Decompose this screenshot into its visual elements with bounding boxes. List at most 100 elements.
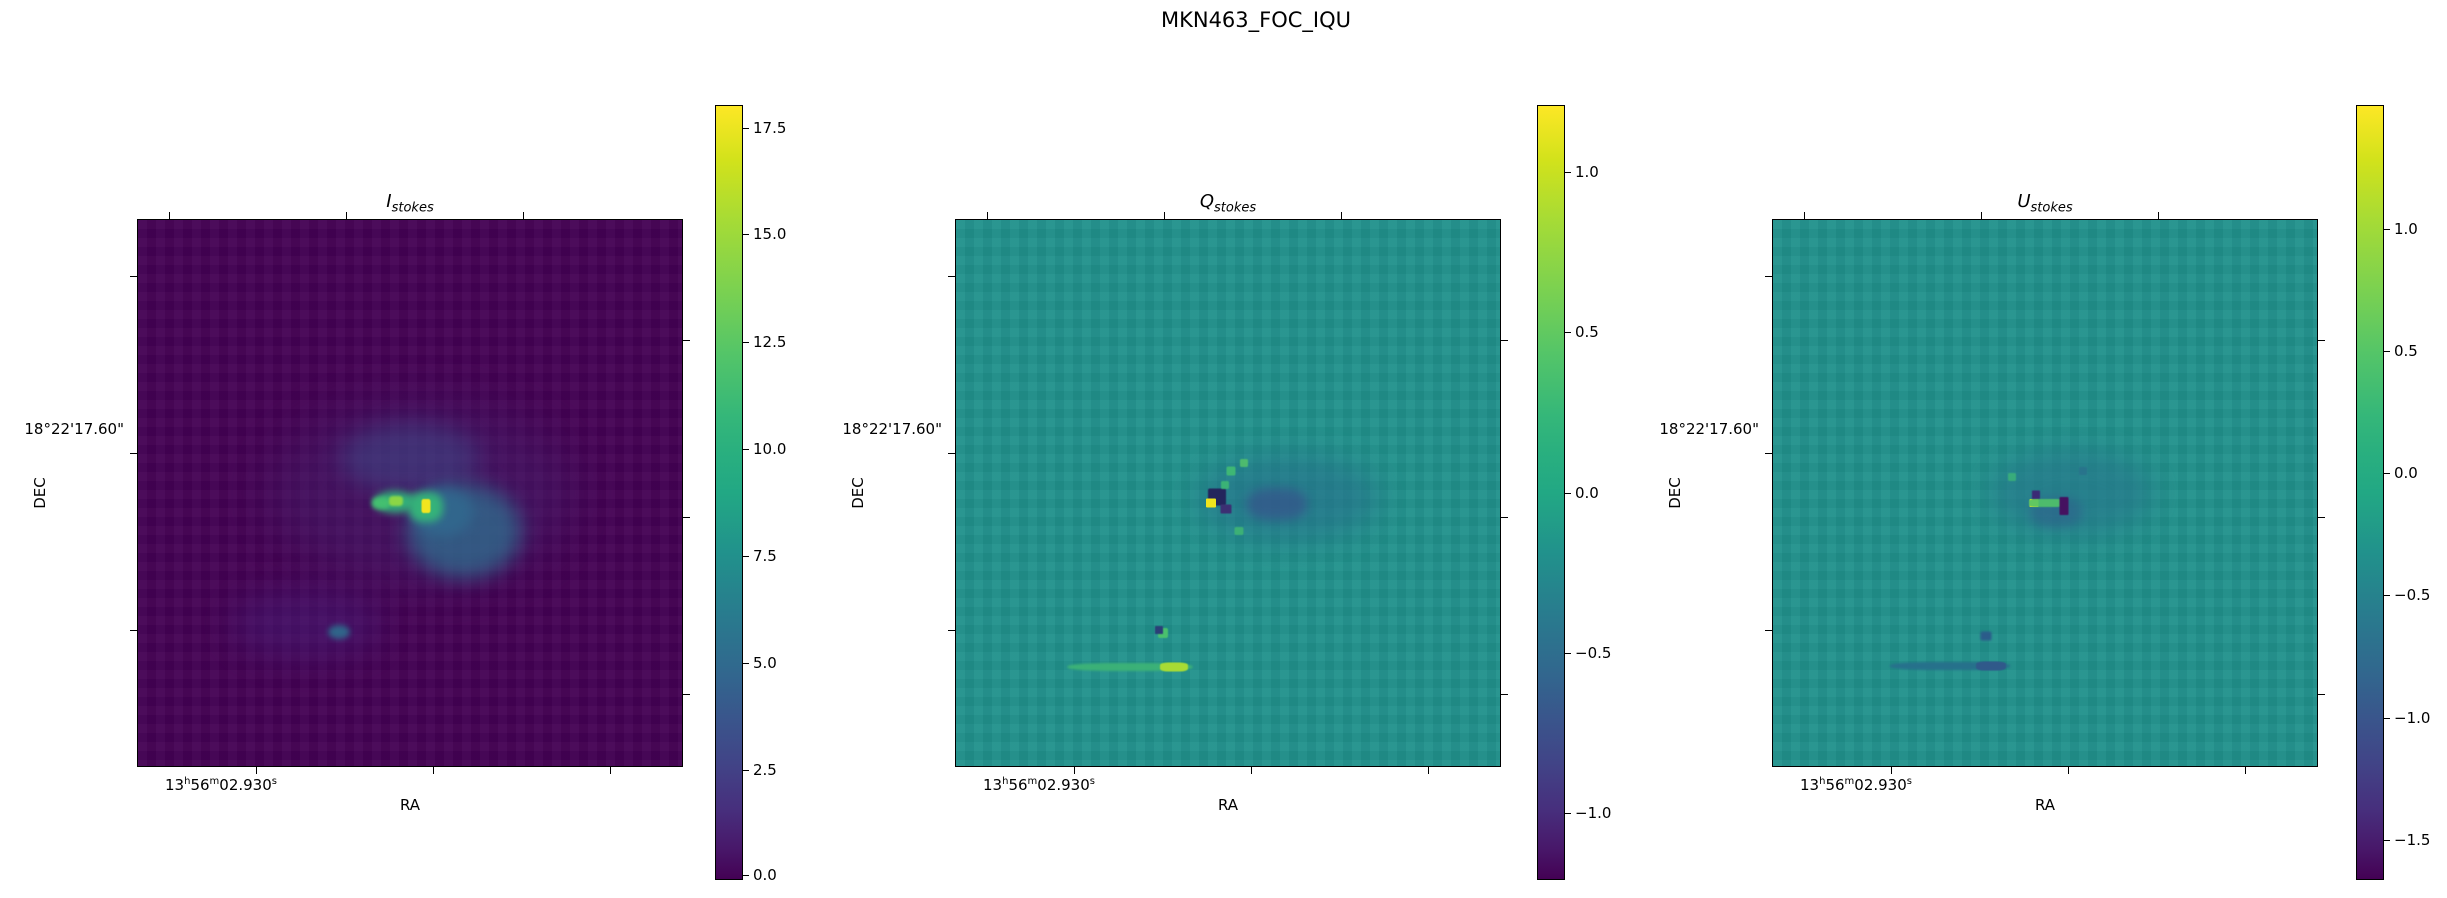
axis-tick-mark [1500, 694, 1508, 695]
axis-tick-mark [346, 212, 347, 220]
heatmap-feature [1154, 625, 1163, 634]
colorbar-tick-mark [2383, 473, 2390, 475]
axis-tick-mark [948, 453, 956, 454]
ra-tick-h-unit: h [1002, 776, 1009, 787]
colorbar-tick-label: 5.0 [753, 653, 777, 672]
heatmap-feature [1240, 458, 1249, 467]
heatmap-feature [1158, 628, 1169, 639]
axis-tick-mark [682, 694, 690, 695]
colorbar-tick-label: −1.5 [2394, 831, 2431, 850]
colorbar-tick-label: 0.0 [2394, 464, 2418, 483]
colorbar-tick-label: 0.0 [1575, 483, 1599, 502]
panel-i-stokes-axes: Istokes DEC 18°22'17.60" 13h56m02.930s R… [24, 191, 690, 813]
axis-tick-mark [1500, 340, 1508, 341]
heatmap-feature [421, 499, 431, 514]
colorbar-tick-label: −1.0 [1575, 804, 1612, 823]
ra-tick-m-unit: m [209, 776, 220, 787]
axis-tick-mark [1765, 630, 1773, 631]
colorbar-tick-mark [742, 449, 749, 451]
ra-tick-s-unit: s [271, 776, 277, 787]
panel-title-var: I [386, 191, 392, 212]
colorbar-tick-mark [1564, 492, 1571, 494]
ra-tick-label: 13h56m02.930s [1800, 774, 1912, 793]
colorbar-tick-label: 7.5 [753, 546, 777, 565]
ra-tick-hours: 13 [983, 776, 1003, 794]
dec-tick-label: 18°22'17.60" [1659, 420, 1759, 438]
colorbar-tick-mark [742, 234, 749, 236]
colorbar-tick-label: 0.0 [753, 866, 777, 885]
colorbar-i-stokes: 17.5 15.0 12.5 10.0 7.5 5.0 2.5 0.0 [715, 105, 786, 884]
dec-axis-label: DEC [849, 477, 867, 509]
colorbar-tick-label: 0.5 [1575, 322, 1599, 341]
ra-axis-label: RA [2034, 796, 2056, 814]
colorbar-tick-mark [1564, 331, 1571, 333]
ra-tick-label: 13h56m02.930s [983, 774, 1095, 793]
axis-tick-mark [948, 276, 956, 277]
heatmap-feature [2008, 472, 2017, 481]
dec-tick-label: 18°22'17.60" [24, 420, 124, 438]
axis-tick-mark [1251, 766, 1252, 774]
axis-tick-mark [1164, 212, 1165, 220]
axis-tick-mark [2158, 212, 2159, 220]
heatmap-feature [328, 625, 351, 640]
colorbar-tick-mark [2383, 351, 2390, 353]
axis-tick-mark [1500, 517, 1508, 518]
ra-tick-minutes: 56 [1008, 776, 1028, 794]
colorbar-tick-mark [742, 770, 749, 771]
colorbar-tick-label: 0.5 [2394, 342, 2418, 361]
heatmap-feature [1159, 662, 1188, 672]
panel-q-stokes-axes: Qstokes DEC 18°22'17.60" 13h56m02.930s R… [842, 191, 1508, 813]
ra-tick-h-unit: h [184, 776, 191, 787]
colorbar-tick-label: 1.0 [2394, 219, 2418, 238]
heatmap-feature [1220, 504, 1232, 514]
panel-title-sub: stokes [2030, 200, 2073, 216]
colorbar-tick-label: 17.5 [753, 118, 787, 137]
colorbar-tick-mark [2383, 228, 2390, 230]
heatmap-feature [340, 422, 480, 493]
colorbar-tick-label: −0.5 [2394, 586, 2431, 605]
heatmap-feature [2032, 490, 2041, 500]
panel-u-stokes-image [1773, 220, 2317, 766]
dec-axis-label: DEC [31, 477, 49, 509]
axis-tick-mark [610, 766, 611, 774]
panel-q-stokes-title: Qstokes [1200, 191, 1256, 216]
axis-tick-mark [2245, 766, 2246, 774]
ra-tick-h-unit: h [1819, 776, 1826, 787]
figure-title: MKN463_FOC_IQU [1160, 8, 1352, 32]
axis-tick-mark [682, 340, 690, 341]
ra-tick-seconds: 02.930 [1037, 776, 1090, 794]
axis-tick-mark [948, 630, 956, 631]
panel-u-stokes-title: Ustokes [2017, 191, 2072, 216]
heatmap-feature [371, 496, 390, 509]
heatmap-feature [2059, 496, 2069, 515]
ra-axis-label: RA [1217, 796, 1239, 814]
ra-tick-seconds: 02.930 [219, 776, 272, 794]
colorbar-tick-mark [1564, 171, 1571, 173]
heatmap-feature [2029, 499, 2064, 508]
dec-axis-label: DEC [1666, 477, 1684, 509]
axis-tick-mark [1765, 276, 1773, 277]
colorbar-tick-mark [2383, 595, 2390, 597]
heatmap-feature [1889, 662, 2010, 671]
axis-tick-mark [256, 766, 257, 774]
ra-tick-s-unit: s [1906, 776, 1912, 787]
colorbar-q-stokes: 1.0 0.5 0.0 −0.5 −1.0 [1537, 105, 1611, 880]
panel-title-var: Q [1199, 191, 1215, 212]
heatmap-feature [2079, 467, 2088, 476]
heatmap-feature [1980, 631, 1992, 641]
ra-tick-label: 13h56m02.930s [165, 774, 277, 793]
colorbar-tick-label: 12.5 [753, 332, 787, 351]
panel-i-stokes-image [138, 220, 682, 766]
axis-tick-mark [130, 630, 138, 631]
axis-tick-mark [130, 453, 138, 454]
colorbar-tick-mark [742, 127, 749, 129]
axis-tick-mark [1981, 212, 1982, 220]
colorbar-tick-label: 10.0 [753, 440, 787, 459]
colorbar-tick-mark [1564, 813, 1571, 815]
panel-title-var: U [2017, 191, 2031, 212]
colorbar-u-stokes: 1.0 0.5 0.0 −0.5 −1.0 −1.5 [2356, 105, 2430, 880]
heatmap-feature [1234, 527, 1244, 536]
ra-tick-hours: 13 [165, 776, 185, 794]
axis-tick-mark [1765, 453, 1773, 454]
heatmap-feature [1975, 661, 2006, 671]
